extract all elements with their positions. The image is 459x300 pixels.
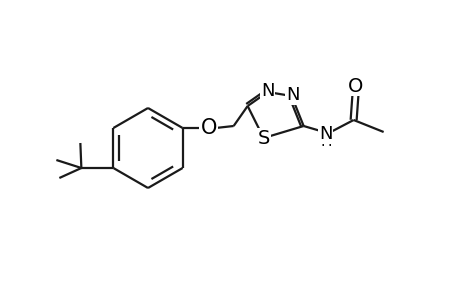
Text: N: N	[260, 82, 274, 100]
Text: O: O	[200, 118, 216, 138]
Text: H: H	[320, 134, 332, 148]
Text: N: N	[318, 125, 332, 143]
Text: O: O	[347, 76, 363, 95]
Text: S: S	[257, 128, 269, 148]
Text: N: N	[285, 86, 299, 104]
